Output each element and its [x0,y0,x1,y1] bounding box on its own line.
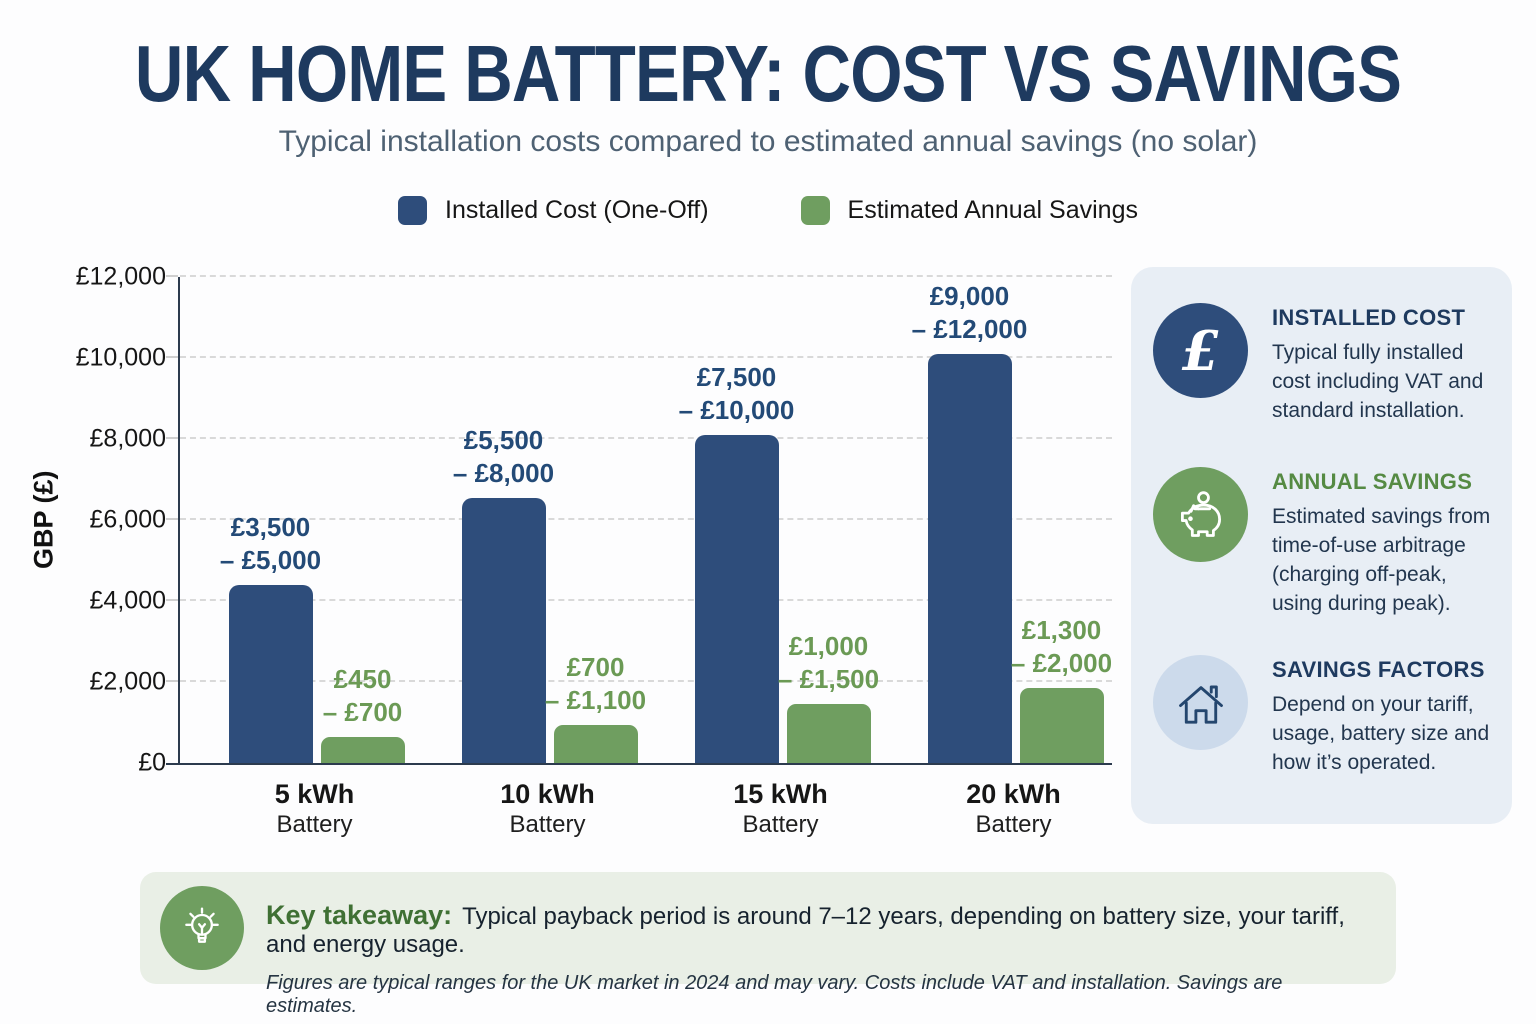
gridline [180,437,1112,439]
page-title: UK HOME BATTERY: COST VS SAVINGS [134,29,1402,118]
key-takeaway-panel: Key takeaway: Typical payback period is a… [140,872,1396,1017]
sidebar-item-body: Depend on your tariff, usage, battery si… [1272,693,1490,774]
takeaway-body: Typical payback period is around 7–12 ye… [266,903,1345,958]
axis-tick [166,275,178,277]
cost-range-label-15-kWh: £7,500– £10,000 [678,361,795,425]
cost-bar-20-kWh [927,353,1012,763]
y-axis-labels: £0 £2,000 £4,000 £6,000 £8,000 £10,000 £12,000 [40,263,166,777]
savings-range-label-10-kWh: £700– £1,100 [544,651,647,715]
y-tick-label: £12,000 [75,262,166,291]
savings-bar-15-kWh [786,704,871,763]
house-icon [1153,655,1248,750]
y-tick-label: £10,000 [75,343,166,372]
subtitle: Typical installation costs compared to e… [278,125,1258,158]
axis-tick [166,599,178,601]
savings-range-label-20-kWh: £1,300– £2,000 [1010,615,1113,679]
y-tick-label: £0 [138,748,166,777]
sidebar-item-title: SAVINGS FACTORS [1272,657,1485,682]
cost-range-label-20-kWh: £9,000– £12,000 [911,280,1028,344]
x-category-15-kWh: 15 kWh Battery [733,779,828,838]
axis-tick [166,680,178,682]
plot-area: £3,500– £5,000 £450– £700 £5,500– £8,000 £7… [166,275,1113,765]
sidebar-item-body: Typical fully installed cost including V… [1272,341,1484,422]
legend-label: Installed Cost (One-Off) [445,196,709,224]
legend-label: Estimated Annual Savings [847,196,1138,224]
pound-icon: £ [1153,303,1248,398]
gridline [180,680,1112,682]
axis-tick [166,356,178,358]
lightbulb-icon [173,897,231,960]
y-tick-label: £2,000 [89,667,166,696]
cost-bar-5-kWh [228,584,313,763]
takeaway-text: Key takeaway: Typical payback period is a… [266,900,1376,1018]
gridline [180,275,1112,277]
cost-range-label-5-kWh: £3,500– £5,000 [219,511,322,575]
y-tick-label: £6,000 [89,505,166,534]
x-category-10-kWh: 10 kWh Battery [500,779,595,838]
legend-swatch [398,196,427,225]
y-tick-label: £4,000 [89,586,166,615]
savings-bar-20-kWh [1019,688,1104,763]
legend: Installed Cost (One-Off) Estimated Annual… [0,196,1536,225]
legend-swatch [800,196,830,225]
gridline [180,599,1112,601]
savings-bar-5-kWh [320,736,405,763]
cost-bar-15-kWh [694,434,779,763]
axis-tick [166,518,178,520]
sidebar-item-title: INSTALLED COST [1272,305,1466,330]
x-axis-labels: 5 kWh Battery 10 kWh Battery 15 kWh Battery 20… [178,779,1110,849]
sidebar-item-title: ANNUAL SAVINGS [1272,469,1473,494]
x-category-5-kWh: 5 kWh Battery [274,779,355,838]
info-sidebar: £ INSTALLED COST Typical fully installed c… [1131,267,1512,824]
takeaway-footnote: Figures are typical ranges for the UK ma… [266,972,1283,1017]
takeaway-line: Key takeaway: Typical payback period is a… [266,900,1376,959]
takeaway-label: Key takeaway: [266,900,453,930]
y-tick-label: £8,000 [89,424,166,453]
takeaway-icon-circle [160,886,244,970]
legend-item-0: Installed Cost (One-Off) [398,196,709,225]
savings-range-label-5-kWh: £450– £700 [322,663,403,727]
gridline [180,356,1112,358]
savings-bar-10-kWh [553,724,638,763]
cost-bar-10-kWh [461,497,546,763]
sidebar-item-body: Estimated savings from time-of-use arbit… [1272,505,1491,615]
gridline [180,518,1112,520]
savings-range-label-15-kWh: £1,000– £1,500 [777,631,880,695]
cost-range-label-10-kWh: £5,500– £8,000 [452,424,555,488]
axis-tick [166,437,178,439]
piggy-bank-icon [1153,467,1248,562]
x-category-20-kWh: 20 kWh Battery [966,779,1061,838]
legend-item-1: Estimated Annual Savings [800,196,1138,225]
